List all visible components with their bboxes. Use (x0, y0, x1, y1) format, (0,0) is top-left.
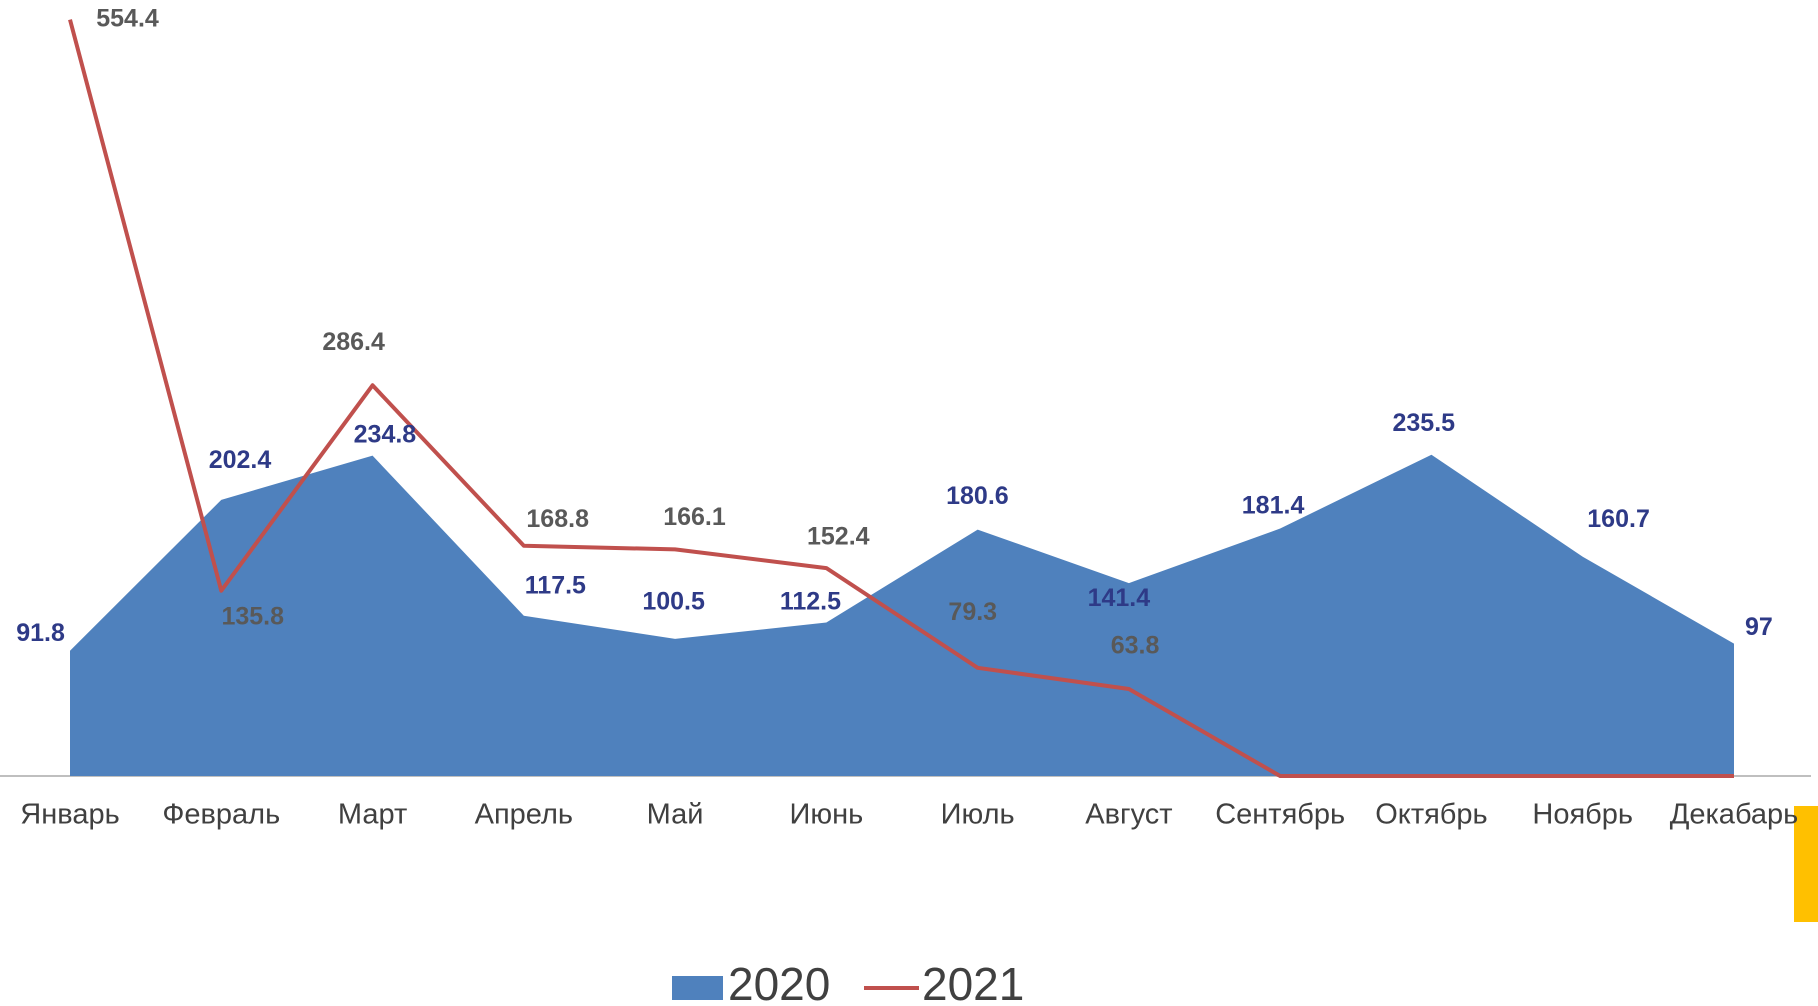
legend-label: 2021 (922, 958, 1024, 1006)
data-label: 97 (1745, 613, 1773, 641)
data-label: 202.4 (209, 446, 272, 474)
data-label: 63.8 (1111, 632, 1160, 660)
x-tick-label: Февраль (162, 799, 280, 831)
legend-swatch (672, 976, 723, 1000)
x-tick-label: Ноябрь (1532, 799, 1633, 831)
x-tick-label: Август (1085, 799, 1172, 831)
data-label: 166.1 (663, 503, 726, 531)
data-label: 168.8 (526, 505, 589, 533)
data-label: 234.8 (354, 421, 417, 449)
data-label: 117.5 (525, 571, 586, 599)
x-tick-label: Апрель (475, 799, 573, 831)
x-tick-label: Июль (941, 799, 1015, 831)
data-label: 181.4 (1242, 491, 1305, 519)
legend-label: 2020 (728, 958, 830, 1006)
x-tick-label: Март (338, 799, 407, 831)
x-tick-label: Июнь (790, 799, 864, 831)
data-label: 160.7 (1587, 505, 1650, 533)
data-label: 235.5 (1393, 409, 1456, 437)
data-label: 141.4 (1088, 584, 1151, 612)
data-label: 100.5 (642, 588, 705, 616)
x-tick-label: Сентябрь (1215, 799, 1345, 831)
x-tick-label: Январь (20, 799, 119, 831)
data-label: 152.4 (807, 523, 870, 551)
data-label: 554.4 (96, 4, 159, 32)
data-label: 180.6 (946, 482, 1009, 510)
x-tick-label: Декабарь (1670, 799, 1799, 831)
data-label: 91.8 (16, 619, 65, 647)
data-label: 112.5 (780, 588, 841, 616)
line-2021 (68, 19, 1734, 778)
data-label: 286.4 (322, 328, 385, 356)
side-decoration (1794, 806, 1818, 922)
area-2020 (70, 454, 1734, 776)
x-tick-label: Май (647, 799, 704, 831)
data-label: 79.3 (948, 598, 997, 626)
x-tick-label: Октябрь (1375, 799, 1487, 831)
data-label: 135.8 (221, 603, 284, 631)
